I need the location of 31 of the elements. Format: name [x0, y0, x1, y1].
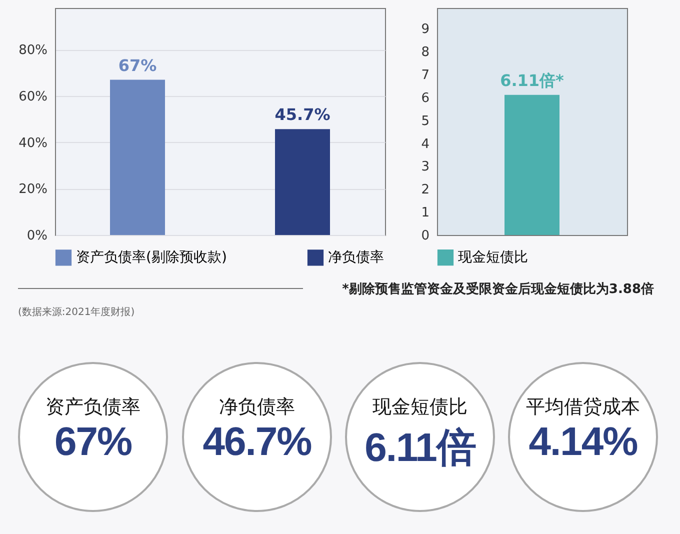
y-tick-label: 40% — [18, 136, 48, 151]
y-tick-label: 0 — [421, 228, 430, 244]
text: 46.7% — [202, 420, 312, 465]
y-tick-label: 4 — [421, 136, 430, 152]
y-tick-label: 1 — [421, 206, 430, 221]
y-tick-label: 2 — [421, 182, 430, 198]
text: 67% — [53, 420, 133, 465]
text: 资产负债率 — [44, 395, 142, 420]
y-tick-label: 3 — [421, 160, 430, 175]
text: *剔除预售监管资金及受限资金后现金短债比为3.88倍 — [342, 280, 654, 298]
y-tick-label: 7 — [421, 68, 430, 83]
data-label: 45.7% — [274, 105, 330, 124]
text: 6.11倍 — [364, 425, 477, 472]
data-label: 67% — [118, 56, 157, 75]
y-tick-label: 8 — [421, 45, 430, 60]
text: 平均借贷成本 — [525, 395, 641, 420]
y-tick-label: 60% — [18, 90, 48, 105]
y-tick-label: 6 — [421, 90, 430, 106]
text: 现金短债比 — [372, 395, 468, 420]
y-tick-label: 20% — [18, 182, 48, 198]
text: 4.14% — [528, 420, 638, 465]
text: (数据来源:2021年度财报) — [18, 306, 135, 319]
y-tick-label: 5 — [421, 114, 430, 129]
text: 净负债率 — [218, 395, 296, 420]
legend-label: 现金短债比 — [458, 250, 528, 266]
y-tick-label: 80% — [18, 43, 48, 58]
legend-label: 净负债率 — [328, 250, 384, 266]
data-label: 6.11倍* — [500, 70, 565, 90]
y-tick-label: 9 — [421, 22, 430, 38]
legend-label: 资产负债率(剔除预收款) — [76, 250, 227, 266]
y-tick-label: 0% — [26, 228, 48, 244]
